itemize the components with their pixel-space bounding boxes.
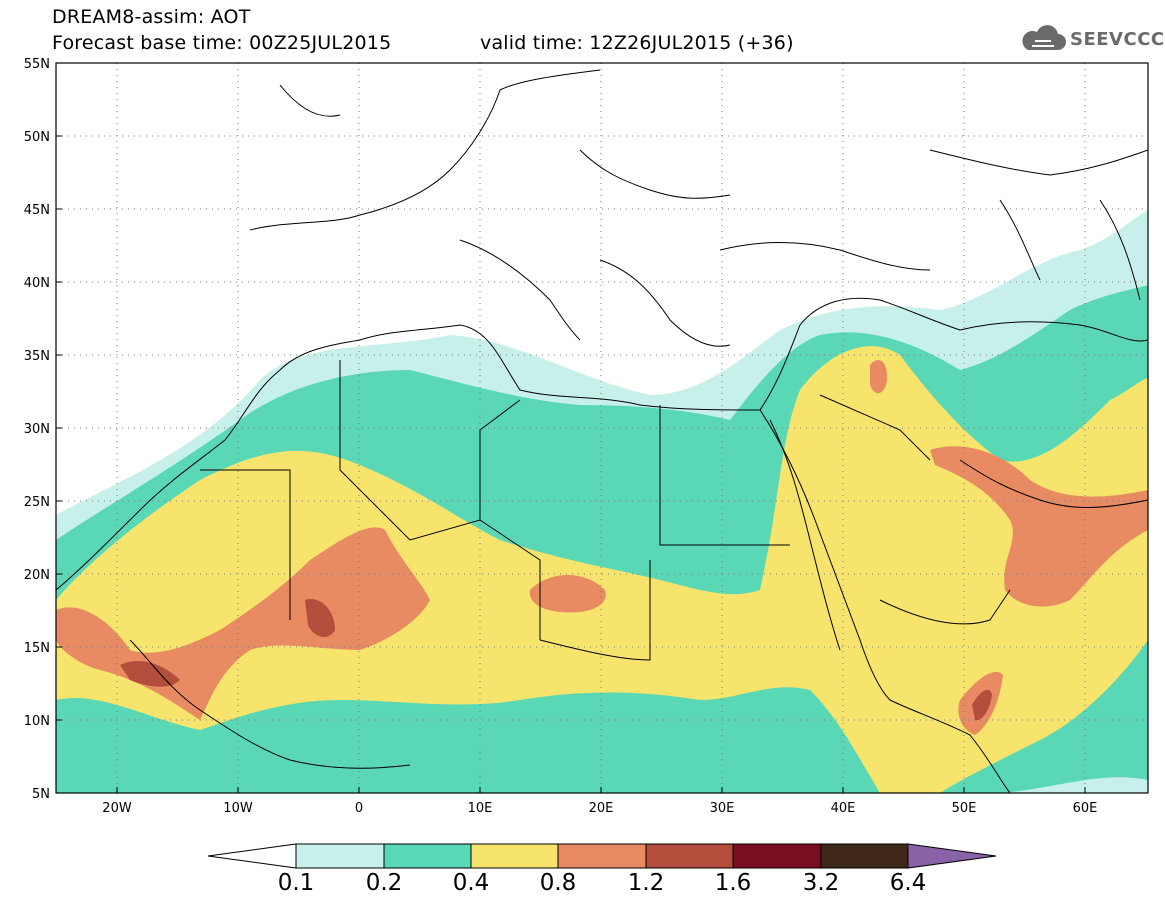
map-title: DREAM8-assim: AOT [52, 6, 251, 28]
aot-band-0.8b [529, 575, 606, 613]
aot-band-0.8e [870, 360, 888, 394]
colorbar-swatch-6 [820, 843, 909, 869]
logo-text: SEEVCCC [1070, 29, 1165, 50]
colorbar-swatch-5 [732, 843, 822, 869]
cloud-icon [1022, 25, 1066, 50]
colorbar-label: 6.4 [889, 870, 927, 896]
aot-band-1.2b [305, 599, 335, 637]
colorbar-label: 1.2 [627, 870, 665, 896]
lat-labels: 55N 50N 45N 40N 35N 30N 25N 20N 15N 10N … [24, 57, 50, 802]
lat-label: 45N [24, 203, 50, 218]
lon-label: 10W [223, 801, 253, 816]
colorbar-swatch-2 [470, 843, 559, 869]
lon-label: 30E [710, 801, 735, 816]
colorbar-label: 0.1 [277, 870, 315, 896]
lat-label: 5N [32, 787, 50, 802]
lon-label: 60E [1073, 801, 1098, 816]
colorbar-over-arrow [907, 843, 997, 869]
lon-label: 40E [831, 801, 856, 816]
valid-time-label: valid time: 12Z26JUL2015 (+36) [480, 32, 794, 54]
colorbar-swatch-0 [295, 843, 385, 869]
lat-label: 55N [24, 57, 50, 72]
colorbar-label: 0.4 [452, 870, 490, 896]
aot-field [56, 63, 1148, 793]
colorbar-label: 1.6 [714, 870, 752, 896]
colorbar-under-arrow [207, 843, 297, 869]
lat-label: 35N [24, 349, 50, 364]
lat-label: 50N [24, 130, 50, 145]
coastlines [56, 69, 1148, 793]
colorbar-swatch-1 [383, 843, 472, 869]
seevccc-logo: SEEVCCC [1018, 24, 1164, 54]
axis-ticks [56, 62, 1086, 794]
lat-label: 25N [24, 495, 50, 510]
lat-label: 20N [24, 568, 50, 583]
aot-band-0.8c [930, 446, 1148, 607]
lon-label: 10E [468, 801, 493, 816]
lon-label: 20E [589, 801, 614, 816]
lat-label: 10N [24, 714, 50, 729]
lat-label: 15N [24, 641, 50, 656]
aot-band-1.2a [120, 660, 180, 687]
lon-label: 50E [952, 801, 977, 816]
lon-label: 0 [355, 801, 363, 816]
lat-label: 30N [24, 422, 50, 437]
lon-labels: 20W 10W 0 10E 20E 30E 40E 50E 60E [102, 801, 1097, 816]
colorbar-swatch-3 [557, 843, 647, 869]
graticule [56, 63, 1148, 793]
lon-label: 20W [102, 801, 132, 816]
aot-band-1.2c [972, 689, 992, 721]
colorbar-swatch-4 [645, 843, 734, 869]
base-time-label: Forecast base time: 00Z25JUL2015 [52, 32, 392, 54]
colorbar-label: 3.2 [802, 870, 840, 896]
colorbar [207, 843, 997, 869]
colorbar-label: 0.8 [539, 870, 577, 896]
lat-label: 40N [24, 276, 50, 291]
colorbar-label: 0.2 [365, 870, 403, 896]
aot-band-0.4 [56, 346, 1148, 793]
